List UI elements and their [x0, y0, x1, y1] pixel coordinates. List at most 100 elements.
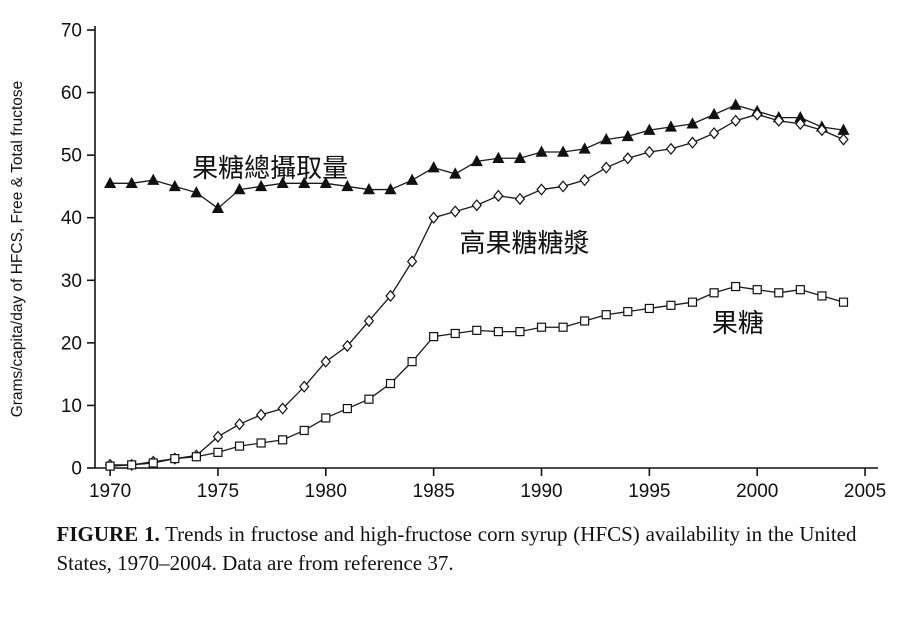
figure-caption-label: FIGURE 1. [56, 522, 160, 546]
square-marker [364, 394, 374, 404]
diamond-marker [622, 152, 633, 165]
square-marker [342, 403, 352, 414]
series-total-fructose [104, 98, 850, 214]
x-tick-label: 1995 [628, 481, 670, 502]
triangle-marker [621, 129, 634, 142]
triangle-marker [470, 154, 483, 167]
y-tick-label: 70 [61, 21, 82, 42]
diamond-marker [406, 255, 418, 268]
triangle-marker [319, 176, 332, 188]
y-axis-title: Grams/capita/day of HFCS, Free & Total f… [9, 81, 26, 418]
square-marker [127, 460, 137, 470]
triangle-marker [341, 179, 354, 192]
square-marker [666, 300, 676, 310]
triangle-marker [104, 176, 117, 188]
square-marker [601, 310, 611, 320]
square-marker [687, 297, 698, 307]
triangle-marker [686, 117, 699, 129]
x-tick-label: 2005 [844, 481, 886, 502]
square-marker [817, 291, 827, 301]
triangle-marker [276, 176, 289, 188]
triangle-marker [492, 151, 505, 163]
square-marker [105, 461, 115, 471]
square-marker [450, 328, 460, 339]
square-marker [795, 285, 805, 295]
square-marker [148, 458, 158, 468]
triangle-marker [190, 186, 203, 198]
square-marker [191, 452, 201, 462]
square-marker [407, 357, 417, 367]
triangle-marker [578, 142, 591, 154]
diamond-marker [557, 180, 569, 193]
diamond-marker [471, 199, 482, 212]
square-marker [385, 378, 396, 389]
square-marker [752, 285, 762, 295]
diamond-marker [320, 355, 331, 368]
x-axis: 1970 1975 1980 1985 1990 1995 2000 2005 [89, 468, 886, 502]
y-tick-label: 40 [61, 208, 82, 229]
triangle-marker [449, 167, 462, 179]
triangle-marker [406, 173, 419, 185]
diamond-marker [601, 161, 612, 174]
diamond-marker [277, 402, 288, 415]
triangle-marker [664, 120, 677, 132]
square-marker [558, 322, 568, 332]
y-tick-label: 20 [61, 333, 82, 354]
diamond-marker [752, 108, 763, 121]
diamond-marker [299, 380, 310, 393]
triangle-marker [729, 98, 742, 110]
triangle-marker [557, 145, 570, 157]
triangle-marker [427, 161, 440, 173]
triangle-marker [147, 173, 160, 185]
diamond-marker [838, 133, 849, 146]
diamond-marker [493, 189, 504, 202]
y-axis: 0 10 20 30 40 50 60 70 [61, 21, 95, 480]
triangle-marker [600, 132, 613, 145]
square-marker [580, 316, 590, 326]
square-marker [472, 325, 482, 335]
diamond-marker [579, 174, 590, 187]
square-marker [256, 438, 266, 448]
diamond-marker [687, 136, 698, 149]
diamond-marker [363, 314, 375, 328]
diamond-marker [536, 183, 547, 196]
triangle-marker [168, 179, 181, 192]
diamond-marker [514, 192, 526, 206]
square-marker [515, 326, 525, 337]
square-marker [731, 281, 741, 292]
triangle-marker [362, 182, 375, 195]
series-annotation: 高果糖糖漿 [460, 228, 590, 258]
square-marker [709, 288, 719, 298]
diamond-marker [234, 418, 245, 431]
diamond-marker [342, 339, 353, 353]
series-annotation: 果糖總攝取量 [192, 153, 348, 183]
x-tick-label: 1990 [520, 481, 562, 502]
diamond-marker [665, 142, 677, 156]
diamond-marker [730, 114, 741, 127]
y-tick-label: 50 [61, 146, 82, 167]
square-marker [838, 297, 849, 307]
triangle-marker [255, 179, 268, 192]
x-tick-label: 2000 [736, 481, 778, 502]
y-tick-label: 10 [61, 396, 82, 417]
line-chart: 0 10 20 30 40 50 60 70 1970 1975 1980 1985 1990 1995 2… [9, 21, 886, 503]
diamond-marker [385, 289, 396, 303]
x-tick-label: 1970 [89, 481, 131, 502]
triangle-marker [708, 107, 721, 120]
square-marker [536, 322, 547, 332]
triangle-marker [513, 151, 526, 163]
triangle-marker [643, 123, 656, 135]
x-tick-label: 1985 [413, 481, 455, 502]
square-marker [774, 288, 784, 298]
square-marker [170, 454, 180, 464]
diamond-marker [708, 127, 720, 140]
series-free-fructose [105, 281, 849, 471]
triangle-marker [233, 182, 246, 195]
square-marker [644, 303, 654, 314]
figure-caption: FIGURE 1. Trends in fructose and high-fr… [57, 520, 857, 578]
axes [94, 26, 878, 469]
y-tick-label: 0 [71, 459, 82, 480]
diamond-marker [450, 205, 461, 218]
square-marker [623, 306, 633, 317]
